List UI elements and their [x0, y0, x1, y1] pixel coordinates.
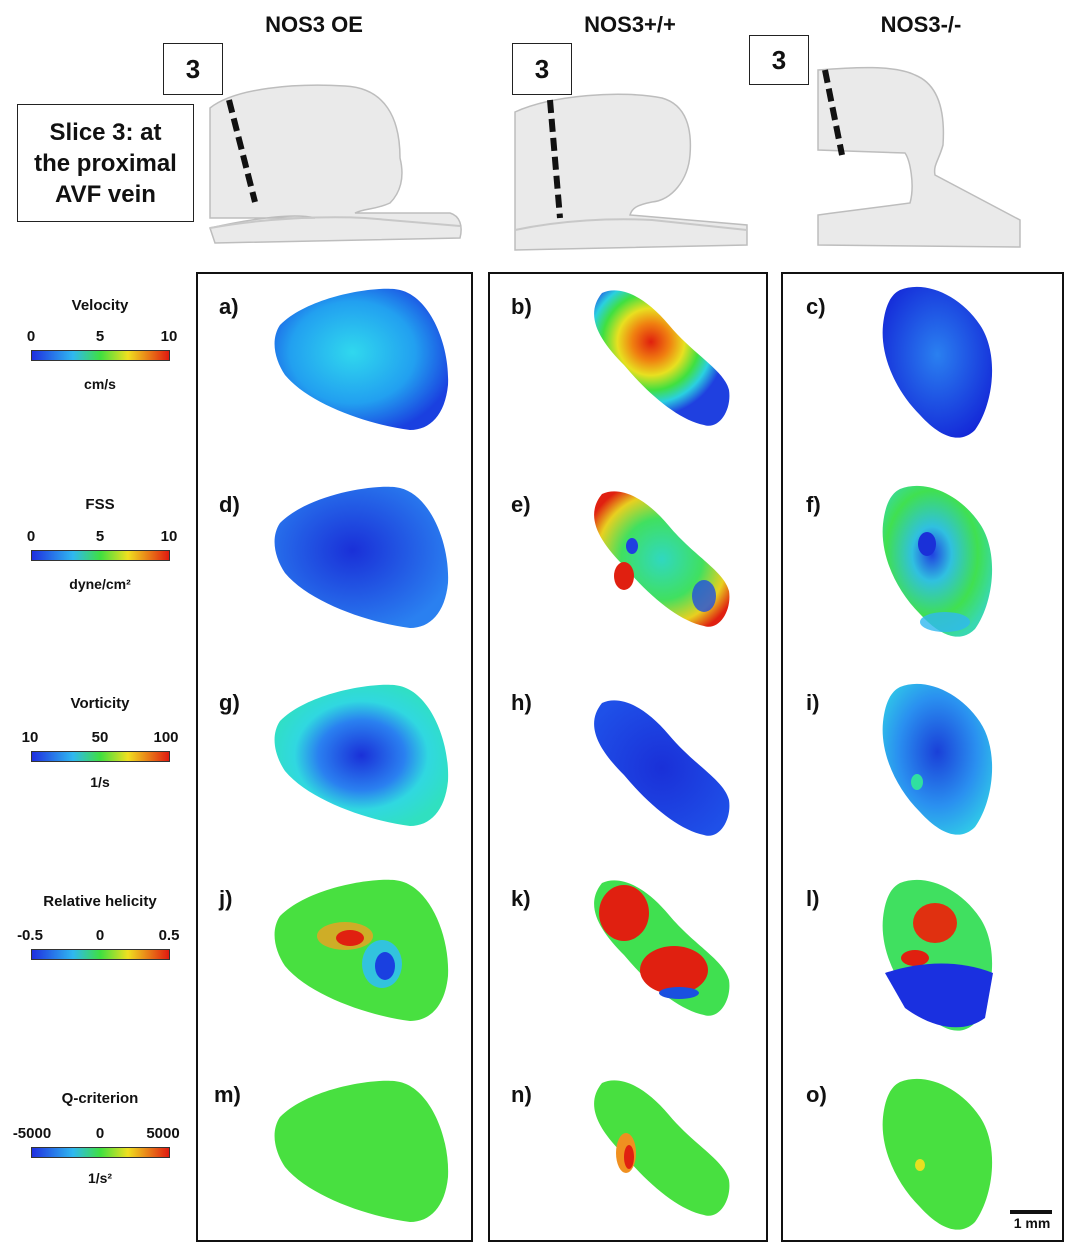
legend-tick: 5: [95, 328, 105, 345]
panel-label-c: c): [806, 294, 826, 319]
panel-label-f: f): [806, 492, 821, 517]
legend-tick: -0.5: [17, 927, 43, 944]
slice-number-box: 3: [512, 43, 572, 95]
legend-tick: 0: [95, 1125, 105, 1142]
vessel-model-nos3-ko: [817, 66, 1021, 248]
legend-title: Relative helicity: [43, 893, 157, 910]
legend-colorbar: [31, 350, 170, 361]
legend-title: Vorticity: [70, 695, 130, 712]
panel-label-b: b): [511, 294, 532, 319]
legend-tick: 50: [91, 729, 109, 746]
helicity-map-nos3-oe: [274, 879, 449, 1021]
legend-tick: 0.5: [158, 927, 180, 944]
column-title-nos3-oe: NOS3 OE: [265, 12, 363, 37]
fss-map-nos3-ko: [882, 485, 993, 637]
panel-label-h: h): [511, 690, 532, 715]
panel-label-l: l): [806, 886, 820, 911]
vorticity-map-nos3-wt: [594, 700, 730, 836]
velocity-map-nos3-wt: [594, 290, 730, 426]
fss-map-nos3-wt: [594, 491, 730, 627]
helicity-map-nos3-wt: [594, 880, 730, 1016]
vessel-model-nos3-wt: [514, 93, 748, 251]
legend-tick: 100: [153, 729, 179, 746]
scale-bar-line: [1010, 1210, 1052, 1214]
velocity-map-nos3-ko: [882, 286, 993, 438]
q-criterion-map-nos3-oe: [274, 1080, 449, 1222]
legend-colorbar: [31, 1147, 170, 1158]
legend-tick: 5000: [146, 1125, 180, 1142]
legend-tick: -5000: [12, 1125, 52, 1142]
slice-description-box: Slice 3: at the proximal AVF vein: [17, 104, 194, 222]
legend-title: FSS: [85, 496, 115, 513]
legend-unit: 1/s: [90, 774, 110, 790]
slice-number-box: 3: [163, 43, 223, 95]
slice-number-box: 3: [749, 35, 809, 85]
vorticity-map-nos3-ko: [882, 683, 993, 835]
legend-tick: 10: [21, 729, 39, 746]
legend-unit: dyne/cm²: [69, 576, 131, 592]
legend-title: Velocity: [71, 297, 129, 314]
panel-label-j: j): [219, 886, 233, 911]
q-criterion-map-nos3-wt: [594, 1080, 730, 1216]
legend-tick: 10: [160, 328, 178, 345]
panel-label-i: i): [806, 690, 820, 715]
legend-unit: 1/s²: [87, 1170, 113, 1186]
legend-colorbar: [31, 550, 170, 561]
column-title-nos3-wt: NOS3+/+: [584, 12, 676, 37]
legend-tick: 10: [160, 528, 178, 545]
panel-label-n: n): [511, 1082, 532, 1107]
legend-colorbar: [31, 751, 170, 762]
legend-unit: cm/s: [84, 376, 116, 392]
panel-label-e: e): [511, 492, 531, 517]
panel-label-o: o): [806, 1082, 827, 1107]
legend-colorbar: [31, 949, 170, 960]
panel-label-k: k): [511, 886, 531, 911]
vessel-model-nos3-oe: [209, 84, 462, 244]
slice-description-line: AVF vein: [55, 180, 156, 208]
legend-title: Q-criterion: [61, 1090, 139, 1107]
legend-tick: 0: [26, 528, 36, 545]
q-criterion-map-nos3-ko: [882, 1078, 993, 1230]
scale-bar-label: 1 mm: [1013, 1215, 1051, 1231]
velocity-map-nos3-oe: [274, 288, 449, 430]
slice-description-line: Slice 3: at: [49, 118, 162, 146]
slice-description-line: the proximal: [34, 149, 177, 177]
legend-tick: 5: [95, 528, 105, 545]
panel-label-a: a): [219, 294, 239, 319]
panel-label-g: g): [219, 690, 240, 715]
vorticity-map-nos3-oe: [274, 684, 449, 826]
legend-tick: 0: [26, 328, 36, 345]
legend-tick: 0: [95, 927, 105, 944]
column-title-nos3-ko: NOS3-/-: [880, 12, 962, 37]
fss-map-nos3-oe: [274, 486, 449, 628]
panel-label-m: m): [214, 1082, 241, 1107]
panel-label-d: d): [219, 492, 240, 517]
helicity-map-nos3-ko: [882, 879, 993, 1031]
